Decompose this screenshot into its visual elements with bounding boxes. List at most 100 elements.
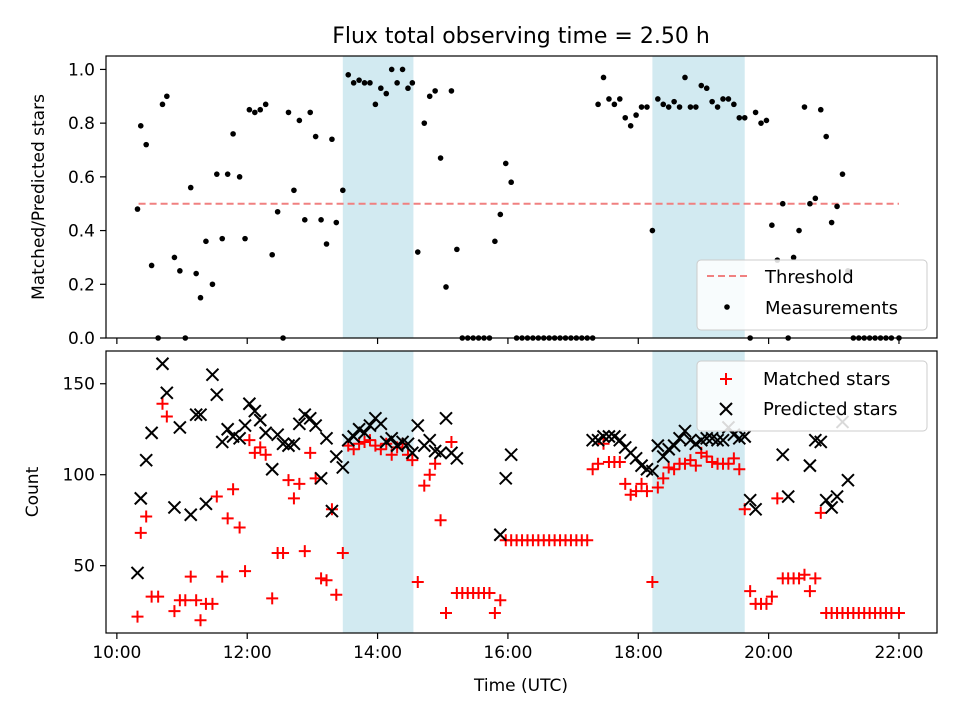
bottom-x-tick-label: 20:00 xyxy=(744,643,793,663)
matched-star-point xyxy=(190,594,203,607)
matched-star-point xyxy=(592,457,605,470)
predicted-stars-points xyxy=(130,357,855,580)
matched-star-point xyxy=(689,459,702,472)
bottom-panel: 10:00 12:00 14:00 16:00 18:00 20:00 22:00 50 10… xyxy=(23,350,938,696)
measurement-point xyxy=(720,96,726,102)
predicted-star-point xyxy=(357,426,372,440)
predicted-star-point xyxy=(596,429,611,444)
measurement-point xyxy=(660,101,667,108)
predicted-star-point xyxy=(743,493,757,507)
predicted-star-point xyxy=(493,528,508,542)
top-legend: Threshold Measurements xyxy=(696,259,928,331)
measurement-point xyxy=(779,200,786,207)
measurement-point xyxy=(611,101,618,108)
predicted-star-point xyxy=(303,411,317,426)
matched-star-point xyxy=(640,485,653,498)
measurement-point xyxy=(378,85,384,92)
measurement-point xyxy=(649,227,656,234)
predicted-star-point xyxy=(656,449,670,464)
matched-star-point xyxy=(248,446,261,459)
matched-stars-points xyxy=(131,397,905,627)
matched-star-point xyxy=(363,434,376,447)
measurement-point xyxy=(736,114,743,121)
measurement-point xyxy=(834,203,840,210)
predicted-star-point xyxy=(242,397,257,411)
predicted-star-point xyxy=(134,491,148,506)
matched-star-point xyxy=(309,472,322,485)
top-x-ticks xyxy=(116,338,900,344)
matched-star-point xyxy=(325,503,338,516)
predicted-star-point xyxy=(220,422,235,436)
legend-measurements-swatch xyxy=(724,304,730,310)
matched-star-point xyxy=(700,450,713,463)
matched-star-point xyxy=(168,605,181,618)
predicted-star-point xyxy=(215,435,229,449)
matched-star-point xyxy=(353,437,366,450)
predicted-star-point xyxy=(193,407,208,422)
predicted-star-point xyxy=(401,437,415,451)
matched-star-point xyxy=(216,570,229,583)
measurement-point xyxy=(329,136,335,143)
top-chart-title: Flux total observing time = 2.50 h xyxy=(332,24,710,49)
matched-star-point xyxy=(221,512,234,525)
predicted-star-point xyxy=(585,433,600,447)
predicted-star-point xyxy=(405,446,420,460)
predicted-star-point xyxy=(189,407,203,422)
matched-star-point xyxy=(684,454,697,467)
measurement-point xyxy=(714,104,721,110)
measurement-point xyxy=(177,268,183,274)
matched-star-point xyxy=(140,510,153,523)
measurement-point xyxy=(665,104,672,110)
predicted-star-point xyxy=(700,431,714,446)
matched-star-point xyxy=(440,606,453,619)
matched-star-point xyxy=(803,585,816,598)
matched-star-point xyxy=(668,463,681,476)
predicted-star-point xyxy=(841,473,855,487)
top-y-tick-label: 0.4 xyxy=(68,222,95,242)
measurement-point xyxy=(340,187,346,194)
matched-star-point xyxy=(304,446,317,459)
matched-star-point xyxy=(662,461,675,474)
predicted-star-point xyxy=(776,447,790,462)
predicted-star-point xyxy=(144,426,159,440)
measurement-point xyxy=(187,184,194,191)
matched-star-point xyxy=(429,457,442,470)
matched-star-point xyxy=(298,545,311,558)
predicted-star-point xyxy=(602,429,616,444)
matched-star-point xyxy=(733,463,746,476)
top-y-tick-label: 0.8 xyxy=(68,114,95,134)
matched-star-point xyxy=(646,576,659,589)
bottom-x-tick-label: 22:00 xyxy=(874,643,923,663)
predicted-star-point xyxy=(155,357,170,371)
matched-star-point xyxy=(156,397,169,410)
measurement-point xyxy=(262,101,269,108)
measurement-point xyxy=(301,217,308,223)
measurement-point xyxy=(644,104,650,110)
predicted-star-point xyxy=(710,433,725,447)
legend-matched-label: Matched stars xyxy=(763,369,890,390)
predicted-star-point xyxy=(738,429,752,444)
matched-star-point xyxy=(619,477,632,490)
legend-predicted-label: Predicted stars xyxy=(763,399,897,420)
predicted-star-point xyxy=(803,458,817,473)
predicted-star-point xyxy=(265,462,279,476)
predicted-star-point xyxy=(130,566,145,580)
measurement-point xyxy=(421,120,428,126)
measurement-point xyxy=(823,133,829,140)
bottom-x-tick-label: 12:00 xyxy=(223,643,272,663)
bottom-y-tick-label: 50 xyxy=(73,557,95,577)
matched-star-point xyxy=(411,576,424,589)
measurement-point xyxy=(769,222,775,228)
measurement-point xyxy=(752,109,759,116)
top-y-tick-label: 0.6 xyxy=(68,168,95,188)
bottom-x-tick-label: 14:00 xyxy=(353,643,402,663)
matched-star-point xyxy=(227,483,240,496)
matched-star-point xyxy=(293,477,306,490)
measurement-point xyxy=(807,200,813,207)
predicted-star-point xyxy=(346,429,361,444)
bottom-x-ticks: 10:00 12:00 14:00 16:00 18:00 20:00 22:00 xyxy=(92,633,923,663)
measurement-point xyxy=(193,270,199,277)
bottom-shaded-intervals xyxy=(342,351,745,633)
measurement-point xyxy=(318,217,324,223)
measurement-point xyxy=(372,101,379,108)
